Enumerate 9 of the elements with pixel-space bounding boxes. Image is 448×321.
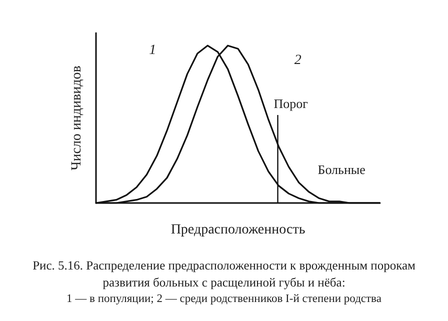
annotation: Порог <box>274 96 308 111</box>
text: 2 <box>294 53 302 68</box>
text: Рис. 5.16. Распределение предрасположенности к врожденным порокам <box>32 258 416 272</box>
y-axis-title: Число индивидов <box>70 65 84 170</box>
text: 1 <box>149 43 156 58</box>
text: 1 — в популяции; 2 — среди родственников I-й степени родства <box>66 293 382 305</box>
x-axis-title: Предрасположенность <box>170 222 306 238</box>
text: развития больных с расщелиной губы и нёба: <box>102 276 346 290</box>
annotation: Больные <box>318 162 366 177</box>
